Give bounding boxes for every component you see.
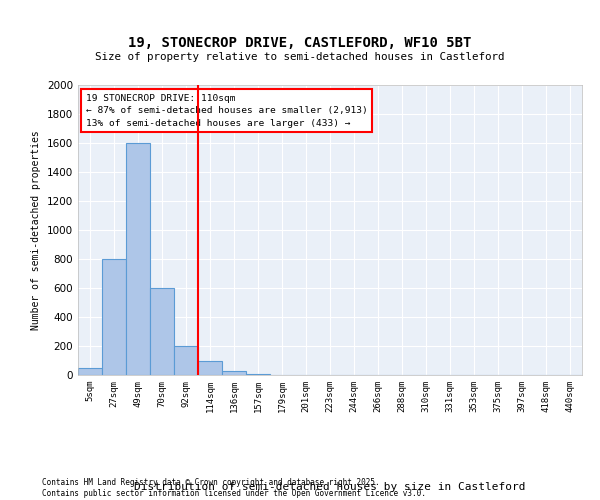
Text: 19, STONECROP DRIVE, CASTLEFORD, WF10 5BT: 19, STONECROP DRIVE, CASTLEFORD, WF10 5B… — [128, 36, 472, 50]
Text: Size of property relative to semi-detached houses in Castleford: Size of property relative to semi-detach… — [95, 52, 505, 62]
Bar — [150, 288, 174, 375]
Bar — [102, 259, 126, 375]
Bar — [174, 346, 198, 375]
Text: Contains HM Land Registry data © Crown copyright and database right 2025.
Contai: Contains HM Land Registry data © Crown c… — [42, 478, 426, 498]
Bar — [198, 360, 222, 375]
Text: 19 STONECROP DRIVE: 110sqm
← 87% of semi-detached houses are smaller (2,913)
13%: 19 STONECROP DRIVE: 110sqm ← 87% of semi… — [86, 94, 367, 128]
Y-axis label: Number of semi-detached properties: Number of semi-detached properties — [31, 130, 41, 330]
Bar — [246, 374, 270, 375]
Bar — [78, 368, 102, 375]
X-axis label: Distribution of semi-detached houses by size in Castleford: Distribution of semi-detached houses by … — [134, 482, 526, 492]
Bar — [222, 370, 246, 375]
Bar — [126, 143, 150, 375]
